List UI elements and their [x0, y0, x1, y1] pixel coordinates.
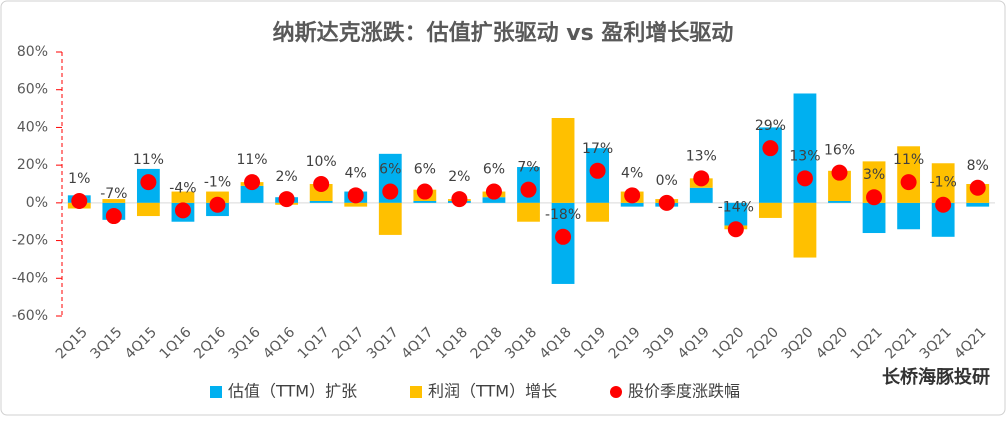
bar — [689, 187, 713, 203]
data-label: 4% — [345, 165, 367, 181]
dot — [658, 194, 675, 211]
data-label: 1% — [68, 171, 90, 187]
data-label: 10% — [306, 154, 337, 170]
data-label: 2% — [276, 169, 298, 185]
bar — [136, 202, 160, 217]
data-label: -18% — [545, 207, 581, 223]
bar — [517, 202, 540, 222]
bar — [482, 197, 506, 203]
y-tick-label: 0% — [26, 195, 48, 211]
bar — [931, 202, 955, 237]
watermark: 长桥海豚投研 — [882, 366, 990, 388]
data-label: 13% — [686, 148, 717, 164]
bar — [378, 202, 402, 235]
bar — [309, 200, 333, 203]
data-label: 4% — [621, 165, 643, 181]
dot — [589, 162, 606, 179]
data-label: 3% — [863, 167, 885, 183]
dot — [244, 174, 261, 191]
dot — [969, 179, 986, 196]
data-label: -4% — [169, 180, 196, 196]
dot — [796, 170, 813, 187]
dot — [693, 170, 710, 187]
bar — [724, 202, 748, 226]
bar — [102, 199, 126, 203]
data-label: 6% — [483, 162, 505, 178]
bar — [344, 202, 368, 207]
bar — [758, 127, 782, 203]
bar — [586, 202, 610, 222]
dot — [278, 191, 295, 208]
data-label: -14% — [718, 199, 754, 215]
dot — [831, 164, 848, 181]
y-tick-label: -60% — [12, 308, 48, 324]
dot — [174, 202, 191, 219]
dot — [140, 174, 157, 191]
data-label: -7% — [100, 186, 127, 202]
data-label: 6% — [379, 162, 401, 178]
y-tick-label: -40% — [12, 270, 48, 286]
legend-label: 利润（TTM）增长 — [428, 382, 557, 401]
y-tick-label: 20% — [17, 157, 48, 173]
dot — [866, 189, 883, 206]
bar — [413, 200, 437, 203]
legend-swatch — [610, 386, 622, 398]
data-label: 16% — [824, 143, 855, 159]
dot — [416, 183, 433, 200]
bar — [862, 202, 886, 234]
data-label: -1% — [930, 175, 957, 191]
dot — [382, 183, 399, 200]
data-label: 8% — [967, 158, 989, 174]
data-label: 13% — [789, 148, 820, 164]
bar — [931, 163, 955, 203]
dot — [347, 187, 364, 204]
chart-title: 纳斯达克涨跌：估值扩张驱动 vs 盈利增长驱动 — [273, 20, 734, 46]
data-label: 11% — [893, 152, 924, 168]
dot — [727, 221, 744, 238]
legend-swatch — [210, 386, 222, 398]
bar — [171, 191, 195, 203]
bar — [793, 202, 817, 258]
bar — [966, 202, 990, 207]
y-tick-label: -20% — [12, 233, 48, 249]
bar — [240, 185, 264, 203]
data-label: -1% — [204, 175, 231, 191]
bar — [828, 170, 851, 201]
dot — [555, 228, 572, 245]
dot — [313, 176, 330, 192]
bar — [828, 200, 851, 203]
data-label: 11% — [133, 152, 164, 168]
y-tick-label: 40% — [17, 119, 48, 135]
data-label: 0% — [656, 173, 678, 189]
legend-swatch — [410, 386, 422, 398]
data-label: 2% — [448, 169, 470, 185]
dot — [451, 191, 468, 208]
dot — [762, 140, 779, 157]
dot — [71, 192, 88, 209]
legend: 估值（TTM）扩张 利润（TTM）增长 股价季度涨跌幅 — [210, 382, 740, 401]
dot — [520, 181, 537, 198]
data-label: 7% — [517, 160, 539, 176]
dot — [935, 196, 952, 213]
data-label: 17% — [582, 141, 613, 157]
data-label: 11% — [236, 152, 267, 168]
dot — [209, 196, 226, 213]
data-label: 6% — [414, 162, 436, 178]
legend-label: 估值（TTM）扩张 — [228, 382, 357, 401]
data-label: 29% — [755, 118, 786, 134]
dot — [485, 183, 502, 200]
y-tick-label: 60% — [17, 82, 48, 98]
bar — [897, 202, 921, 230]
dot — [105, 208, 122, 225]
y-tick-label: 80% — [17, 44, 48, 60]
bar — [758, 202, 782, 218]
bar — [620, 202, 644, 207]
dot — [900, 174, 917, 191]
bar — [551, 118, 575, 203]
legend-label: 股价季度涨跌幅 — [628, 382, 740, 401]
dot — [624, 187, 641, 204]
